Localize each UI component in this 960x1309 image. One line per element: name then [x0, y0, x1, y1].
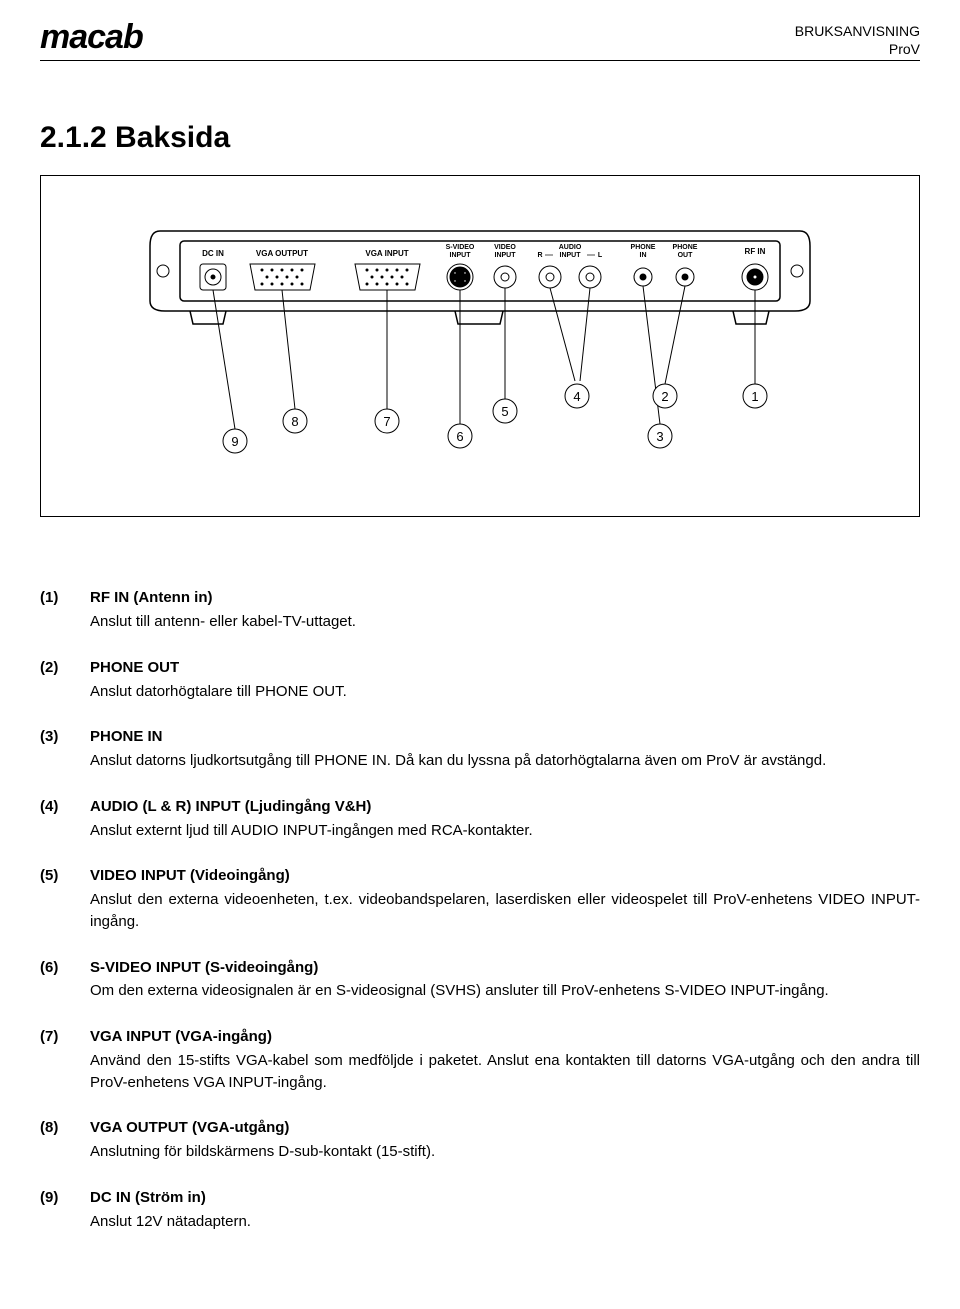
callout-5: 5 [501, 404, 508, 419]
item-num: (4) [40, 796, 90, 842]
label-dcin: DC IN [202, 249, 224, 258]
item-num: (3) [40, 726, 90, 772]
item-title: VGA INPUT (VGA-ingång) [90, 1026, 920, 1048]
label-audio-bot: INPUT [560, 252, 582, 259]
list-item: (3) PHONE IN Anslut datorns ljudkortsutg… [40, 726, 920, 772]
item-desc: Anslut datorhögtalare till PHONE OUT. [90, 681, 347, 703]
item-title: S-VIDEO INPUT (S-videoingång) [90, 957, 829, 979]
label-audio-top: AUDIO [559, 244, 582, 251]
label-vgain: VGA INPUT [365, 249, 408, 258]
item-desc: Anslut externt ljud till AUDIO INPUT-ing… [90, 820, 533, 842]
callout-9: 9 [231, 434, 238, 449]
callout-3: 3 [656, 429, 663, 444]
list-item: (2) PHONE OUT Anslut datorhögtalare till… [40, 657, 920, 703]
label-vgaout: VGA OUTPUT [256, 249, 308, 258]
item-title: PHONE IN [90, 726, 826, 748]
item-desc: Anslut den externa videoenheten, t.ex. v… [90, 889, 920, 933]
item-desc: Om den externa videosignalen är en S-vid… [90, 980, 829, 1002]
list-item: (1) RF IN (Antenn in) Anslut till antenn… [40, 587, 920, 633]
label-svideo2: INPUT [450, 252, 472, 259]
item-title: RF IN (Antenn in) [90, 587, 356, 609]
label-rfin: RF IN [745, 247, 766, 256]
label-audio-l: L [598, 252, 603, 259]
list-item: (8) VGA OUTPUT (VGA-utgång) Anslutning f… [40, 1117, 920, 1163]
label-video1: VIDEO [494, 244, 516, 251]
label-phonein2: IN [640, 252, 647, 259]
header-right: BRUKSANVISNING ProV [795, 20, 920, 58]
rear-panel-diagram: DC IN VGA OUTPUT VGA INPUT [105, 206, 855, 476]
list-item: (5) VIDEO INPUT (Videoingång) Anslut den… [40, 865, 920, 932]
item-title: VGA OUTPUT (VGA-utgång) [90, 1117, 435, 1139]
diagram-container: DC IN VGA OUTPUT VGA INPUT [40, 175, 920, 517]
callout-4: 4 [573, 389, 580, 404]
item-num: (6) [40, 957, 90, 1003]
logo: macab [40, 20, 143, 54]
item-title: AUDIO (L & R) INPUT (Ljudingång V&H) [90, 796, 533, 818]
list-item: (9) DC IN (Ström in) Anslut 12V nätadapt… [40, 1187, 920, 1233]
callout-7: 7 [383, 414, 390, 429]
item-desc: Anslut till antenn- eller kabel-TV-uttag… [90, 611, 356, 633]
item-title: VIDEO INPUT (Videoingång) [90, 865, 920, 887]
list-item: (7) VGA INPUT (VGA-ingång) Använd den 15… [40, 1026, 920, 1093]
label-video2: INPUT [495, 252, 517, 259]
header-line2: ProV [795, 40, 920, 58]
item-title: DC IN (Ström in) [90, 1187, 251, 1209]
section-title: 2.1.2 Baksida [40, 121, 920, 155]
item-title: PHONE OUT [90, 657, 347, 679]
list-item: (6) S-VIDEO INPUT (S-videoingång) Om den… [40, 957, 920, 1003]
callout-6: 6 [456, 429, 463, 444]
list-item: (4) AUDIO (L & R) INPUT (Ljudingång V&H)… [40, 796, 920, 842]
label-phonein1: PHONE [631, 244, 656, 251]
label-svideo1: S-VIDEO [446, 244, 475, 251]
item-num: (1) [40, 587, 90, 633]
page-header: macab BRUKSANVISNING ProV [40, 20, 920, 61]
item-num: (8) [40, 1117, 90, 1163]
item-desc: Anslut 12V nätadaptern. [90, 1211, 251, 1233]
label-phoneout1: PHONE [673, 244, 698, 251]
item-desc: Anslutning för bildskärmens D-sub-kontak… [90, 1141, 435, 1163]
item-num: (7) [40, 1026, 90, 1093]
page: macab BRUKSANVISNING ProV 2.1.2 Baksida [0, 0, 960, 1296]
callout-1: 1 [751, 389, 758, 404]
header-line1: BRUKSANVISNING [795, 22, 920, 40]
label-audio-r: R [537, 252, 542, 259]
item-num: (5) [40, 865, 90, 932]
callout-2: 2 [661, 389, 668, 404]
item-desc: Använd den 15-stifts VGA-kabel som medfö… [90, 1050, 920, 1094]
item-desc: Anslut datorns ljudkortsutgång till PHON… [90, 750, 826, 772]
callout-8: 8 [291, 414, 298, 429]
item-num: (9) [40, 1187, 90, 1233]
item-num: (2) [40, 657, 90, 703]
label-phoneout2: OUT [678, 252, 694, 259]
description-list: (1) RF IN (Antenn in) Anslut till antenn… [40, 587, 920, 1232]
